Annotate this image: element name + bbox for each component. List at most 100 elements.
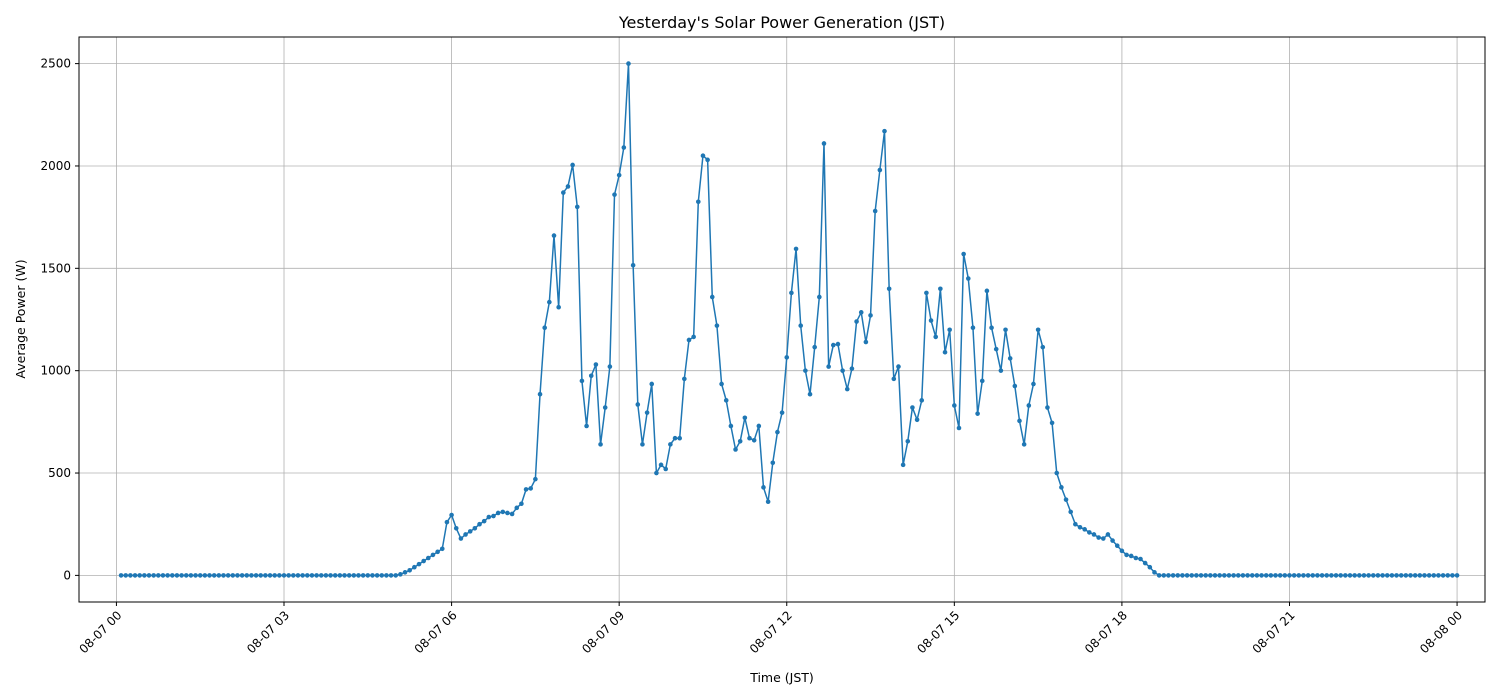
data-point [132,573,138,578]
data-point [128,573,133,578]
data-point [509,511,515,517]
data-point [449,512,454,518]
data-point [211,573,217,578]
data-point [1366,573,1371,578]
data-point [761,485,766,490]
data-point [318,573,324,578]
data-point [1319,573,1325,578]
data-point [1436,573,1441,578]
data-point [640,442,645,447]
data-point [156,573,161,578]
series-layer [118,61,1460,578]
data-point [775,429,780,435]
data-point [263,573,268,578]
data-point [1184,573,1190,578]
data-point [1156,573,1162,578]
data-point [919,398,925,403]
data-point [779,410,785,415]
data-point [291,573,296,578]
y-tick-label: 0 [63,568,71,582]
data-point [979,378,985,384]
data-point [351,573,357,578]
data-point [1142,560,1148,566]
data-point [784,355,790,360]
data-point [556,304,561,310]
data-point [844,386,850,392]
series-line [121,62,1458,577]
data-point [635,402,641,407]
data-point [230,573,236,578]
data-point [947,327,952,333]
data-point [1277,573,1283,578]
data-point [1361,573,1367,578]
data-point [872,208,878,214]
data-point [952,403,957,408]
data-point [491,513,496,519]
data-point [584,423,589,429]
data-point [1380,573,1385,578]
data-point [342,573,347,578]
data-point [565,184,571,189]
data-point [975,411,980,416]
data-point [332,573,338,578]
data-point [798,323,804,328]
data-point [1384,573,1390,578]
x-tick-label: 08-07 18 [1082,608,1130,656]
data-point [1105,532,1111,537]
data-point [435,549,440,555]
data-point [1403,573,1409,578]
data-point [523,487,529,492]
data-point [1217,573,1222,578]
data-point [328,573,333,578]
data-point [905,439,911,444]
data-point [677,435,682,441]
data-point [630,262,636,268]
data-point [817,294,822,300]
data-point [621,145,627,150]
data-point [877,167,883,173]
data-point [602,405,608,410]
data-point [561,190,566,195]
data-point [803,368,808,373]
data-point [1026,403,1032,408]
data-point [481,518,487,524]
data-point [412,564,417,570]
x-tick-label: 08-07 09 [579,608,627,656]
data-point [142,573,147,578]
grid [79,37,1485,602]
data-point [402,570,408,575]
data-point [1282,573,1288,578]
data-point [709,294,715,300]
data-point [500,509,506,515]
data-point [1054,470,1060,476]
data-point [756,423,762,429]
x-tick-label: 08-08 00 [1417,608,1465,656]
data-point [528,486,534,491]
data-point [444,519,450,525]
data-point [1310,573,1316,578]
data-point [221,573,226,578]
data-point [835,341,841,347]
data-point [616,172,622,178]
data-point [426,555,431,561]
data-point [202,573,208,578]
data-point [942,349,948,355]
data-point [1152,570,1157,575]
data-point [1003,327,1008,333]
data-point [1063,497,1069,502]
data-point [1333,573,1339,578]
data-point [1259,573,1264,578]
data-point [765,499,771,504]
data-point [514,505,520,511]
data-point [286,573,291,578]
data-point [1412,573,1418,578]
data-point [118,573,124,578]
data-point [304,573,310,578]
data-point [295,573,301,578]
data-point [1422,573,1427,578]
data-point [253,573,259,578]
data-point [370,573,375,578]
data-point [1408,573,1413,578]
data-point [421,558,426,564]
data-point [1180,573,1185,578]
